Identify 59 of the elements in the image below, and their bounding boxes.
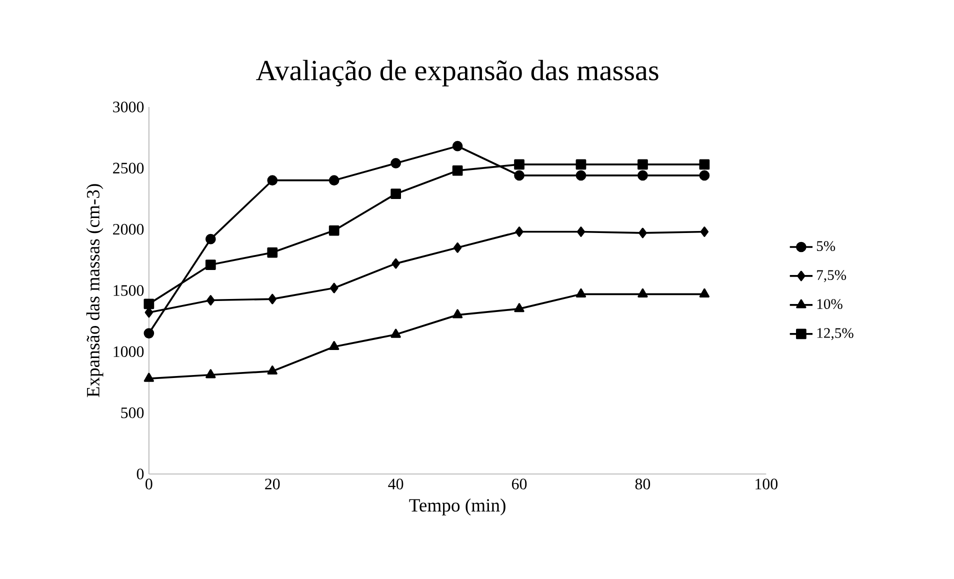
point	[514, 170, 524, 181]
point	[699, 288, 710, 298]
point	[576, 288, 586, 298]
point	[328, 225, 340, 236]
point	[205, 260, 216, 270]
point	[452, 309, 463, 318]
x-tick-label: 40	[388, 478, 404, 490]
x-tick-label: 20	[265, 478, 280, 490]
point	[206, 369, 216, 378]
point	[267, 175, 278, 186]
point	[267, 365, 278, 375]
point	[144, 298, 154, 310]
x-axis-title: Tempo (min)	[409, 498, 506, 516]
x-tick-label: 80	[635, 478, 650, 490]
y-tick-label: 3000	[113, 102, 144, 112]
point	[638, 170, 648, 181]
point	[515, 226, 524, 237]
y-tick-label: 500	[121, 407, 144, 418]
point	[144, 372, 154, 382]
point	[576, 226, 586, 237]
point	[638, 228, 647, 238]
point	[453, 242, 462, 253]
point	[699, 170, 710, 181]
x-tick-label: 60	[512, 478, 527, 490]
point	[392, 258, 400, 269]
point	[268, 294, 276, 304]
point	[267, 247, 278, 258]
point	[390, 328, 401, 338]
point	[330, 282, 338, 294]
y-tick-label: 0	[136, 468, 144, 480]
point	[390, 158, 401, 168]
point	[576, 159, 586, 170]
point	[329, 341, 340, 350]
legend-label: 5%	[816, 241, 836, 252]
point	[576, 170, 586, 181]
point	[452, 165, 463, 176]
point	[205, 234, 216, 244]
point	[514, 159, 524, 170]
legend-label: 7,5%	[817, 270, 846, 282]
legend-label: 10%	[817, 299, 842, 309]
y-tick-label: 2000	[113, 224, 144, 235]
x-tick-label: 0	[146, 478, 152, 490]
y-tick-label: 1500	[114, 285, 144, 296]
point	[700, 226, 709, 237]
legend-label: 12,5%	[817, 328, 854, 340]
point	[699, 159, 710, 170]
point	[638, 288, 648, 298]
point	[206, 295, 215, 306]
y-tick-label: 2500	[113, 162, 144, 174]
point	[390, 188, 401, 199]
chart-title: Avaliação de expansão das massas	[256, 60, 658, 86]
point	[328, 175, 340, 186]
point	[638, 159, 648, 170]
point	[144, 328, 154, 338]
y-axis-title: Expansão das massas (cm-3)	[86, 184, 104, 398]
y-tick-label: 1000	[114, 346, 144, 357]
point	[452, 140, 463, 152]
x-tick-label: 100	[756, 478, 778, 490]
point	[514, 303, 524, 312]
